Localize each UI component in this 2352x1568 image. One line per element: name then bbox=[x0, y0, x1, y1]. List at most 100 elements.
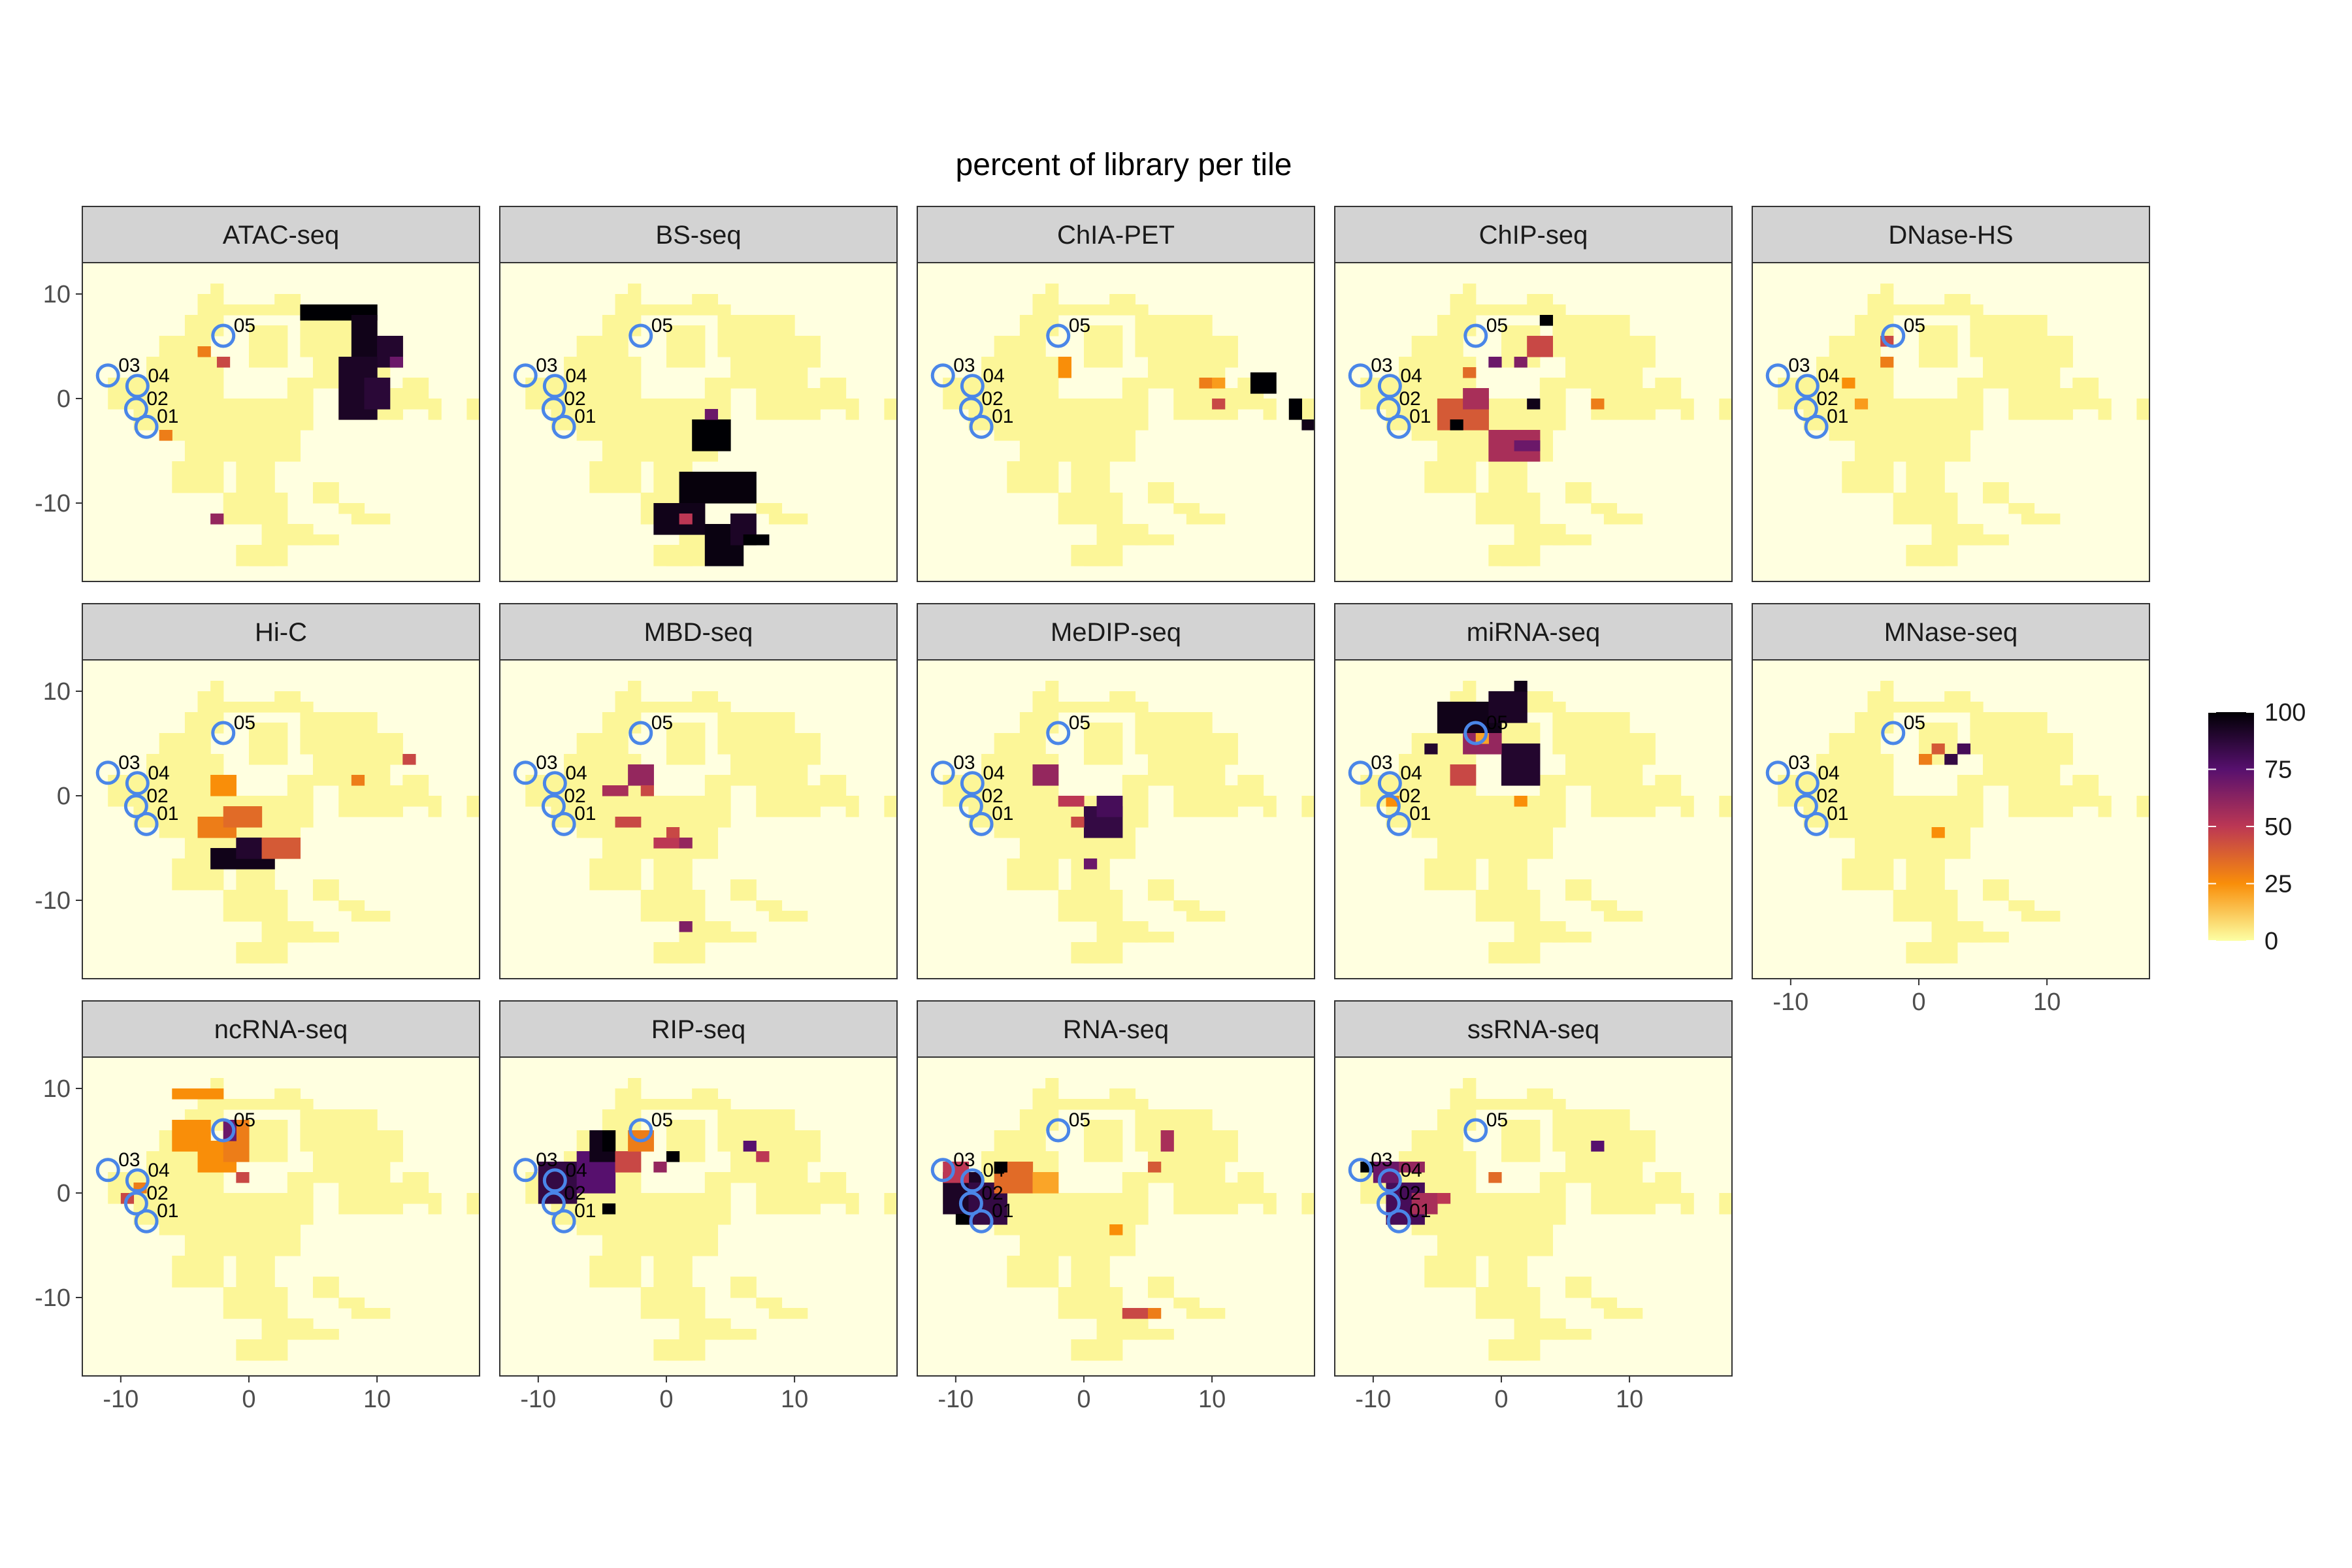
cluster-marker-label: 03 bbox=[118, 752, 140, 774]
tile-base bbox=[589, 858, 642, 890]
tile-base bbox=[1880, 284, 1894, 295]
x-tick-label: 10 bbox=[1198, 1386, 1226, 1413]
cluster-marker-label: 05 bbox=[1069, 712, 1090, 734]
tile-base bbox=[628, 1224, 719, 1256]
facet-strip-label: BS-seq bbox=[655, 221, 741, 250]
tile-hot bbox=[615, 1151, 642, 1173]
tile-base bbox=[223, 702, 314, 713]
tile-hot bbox=[679, 514, 693, 525]
tile-base bbox=[1719, 1193, 1732, 1215]
tile-base bbox=[1411, 1224, 1438, 1235]
tile-base bbox=[1475, 1287, 1541, 1319]
tile-base bbox=[768, 1308, 808, 1319]
facet-strip bbox=[1334, 206, 1733, 263]
tile-base bbox=[1148, 482, 1174, 504]
tile-hot bbox=[602, 1203, 616, 1215]
tile-base bbox=[300, 1109, 378, 1152]
tile-base bbox=[197, 691, 224, 713]
tile-base bbox=[210, 1078, 224, 1089]
tile-hot bbox=[1463, 388, 1489, 410]
tile-base bbox=[1019, 430, 1046, 462]
y-tick-label: -10 bbox=[35, 490, 71, 517]
tile-hot bbox=[615, 817, 642, 828]
tile-hot bbox=[1514, 357, 1527, 368]
tile-hot bbox=[602, 785, 629, 796]
tile-base bbox=[653, 858, 693, 890]
tile-base bbox=[1880, 681, 1894, 692]
tile-base bbox=[1109, 1088, 1136, 1100]
tile-hot bbox=[1424, 743, 1438, 755]
facet-strip bbox=[1752, 206, 2150, 263]
tile-base bbox=[756, 900, 783, 911]
tile-base bbox=[274, 691, 301, 702]
tile-base bbox=[794, 1130, 821, 1162]
cluster-marker-label: 02 bbox=[564, 1183, 585, 1204]
tile-hot bbox=[743, 1141, 757, 1152]
facet-strip-label: MeDIP-seq bbox=[1051, 618, 1181, 647]
tile-base bbox=[1083, 325, 1123, 368]
tile-base bbox=[1019, 399, 1149, 431]
tiles bbox=[525, 1078, 897, 1361]
cluster-marker bbox=[1348, 363, 1373, 388]
cluster-marker-label: 01 bbox=[1409, 406, 1431, 427]
cluster-marker-label: 03 bbox=[1371, 355, 1392, 376]
tile-base bbox=[1539, 378, 1566, 399]
tile-base bbox=[1437, 796, 1566, 828]
cluster-marker-label: 01 bbox=[1827, 803, 1848, 825]
tile-base bbox=[1071, 461, 1110, 493]
tile-base bbox=[692, 294, 719, 305]
tile-base bbox=[615, 691, 642, 713]
cluster-marker bbox=[1793, 397, 1818, 421]
tile-hot bbox=[1058, 796, 1085, 807]
tile-base bbox=[1475, 890, 1541, 922]
cluster-marker bbox=[1046, 1118, 1071, 1143]
tile-hot bbox=[1411, 1193, 1438, 1215]
tile-base bbox=[1475, 1099, 1566, 1110]
cluster-marker-label: 01 bbox=[1827, 406, 1848, 427]
tile-hot bbox=[1931, 743, 1945, 755]
tile-base bbox=[159, 827, 186, 838]
cluster-marker bbox=[1793, 794, 1818, 819]
cluster-marker bbox=[1795, 374, 1820, 399]
tile-base bbox=[402, 1172, 429, 1204]
tile-base bbox=[717, 712, 795, 755]
tile-base bbox=[640, 890, 706, 922]
tile-base bbox=[1135, 315, 1213, 357]
tile-base bbox=[1032, 294, 1059, 316]
tile-base bbox=[159, 733, 211, 755]
tile-base bbox=[1655, 775, 1682, 807]
tile-base bbox=[313, 1277, 339, 1298]
cluster-marker bbox=[1046, 721, 1071, 745]
tile-base bbox=[1552, 1329, 1592, 1340]
tile-hot bbox=[1591, 1141, 1605, 1152]
cluster-marker-label: 01 bbox=[992, 406, 1013, 427]
tile-base bbox=[1944, 294, 1971, 305]
cluster-marker-label: 03 bbox=[1371, 752, 1392, 774]
cluster-marker bbox=[1376, 1191, 1401, 1216]
cluster-marker bbox=[134, 811, 159, 836]
cluster-marker-label: 01 bbox=[1409, 803, 1431, 825]
tile-hot bbox=[1212, 399, 1226, 410]
x-tick-label: 10 bbox=[2033, 988, 2061, 1016]
tile-base bbox=[1893, 493, 1958, 525]
cluster-marker-label: 03 bbox=[118, 1149, 140, 1171]
tile-hot bbox=[1527, 336, 1554, 357]
tile-base bbox=[1173, 1298, 1200, 1309]
tile-base bbox=[1527, 1088, 1554, 1100]
facet-strip-label: MNase-seq bbox=[1884, 618, 2018, 647]
tile-base bbox=[2136, 796, 2149, 817]
tile-base bbox=[1501, 555, 1527, 566]
tile-base bbox=[1719, 796, 1732, 817]
tile-base bbox=[1173, 388, 1238, 420]
tile-base bbox=[1918, 325, 1958, 368]
cluster-marker bbox=[958, 794, 983, 819]
tile-base bbox=[628, 284, 642, 295]
tile-hot bbox=[666, 1151, 680, 1162]
tile-hot bbox=[197, 346, 211, 357]
tile-hot bbox=[1148, 1308, 1162, 1319]
tile-base bbox=[1411, 1130, 1463, 1152]
cluster-marker-label: 05 bbox=[234, 1109, 255, 1131]
cluster-marker bbox=[1463, 1118, 1488, 1143]
tile-base bbox=[2008, 388, 2073, 420]
